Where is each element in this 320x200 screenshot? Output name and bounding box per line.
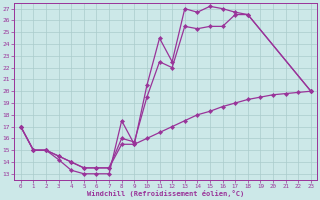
X-axis label: Windchill (Refroidissement éolien,°C): Windchill (Refroidissement éolien,°C) [87,190,244,197]
